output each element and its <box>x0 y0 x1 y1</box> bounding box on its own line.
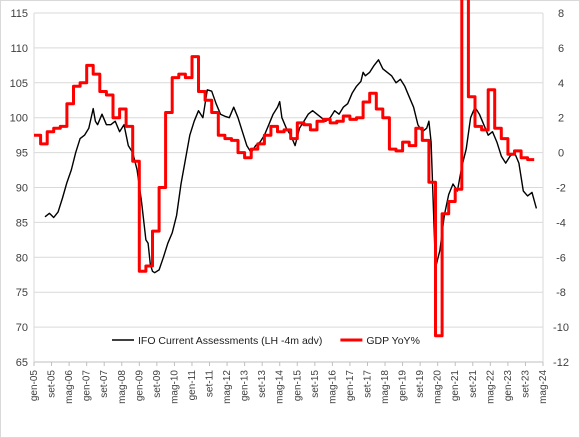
left-axis-tick-label: 85 <box>16 217 28 229</box>
left-axis-tick-label: 105 <box>10 78 28 90</box>
x-axis-tick-label: mag-22 <box>485 370 496 404</box>
gridlines <box>34 12 543 328</box>
right-axis-tick-label: -10 <box>553 322 569 334</box>
left-axis-tick-label: 95 <box>16 148 28 160</box>
legend: IFO Current Assessments (LH -4m adv) GDP … <box>112 335 420 347</box>
left-axis-tick-label: 100 <box>10 113 28 125</box>
x-axis-tick-label: set-05 <box>47 370 58 398</box>
x-axis-tick-label: gen-07 <box>82 370 93 402</box>
x-axis-tick-label: mag-14 <box>275 370 286 404</box>
axes <box>33 13 544 363</box>
x-axis-tick-label: set-21 <box>468 370 479 398</box>
x-axis-tick-label: gen-11 <box>187 370 198 401</box>
legend-label-ifo: IFO Current Assessments (LH -4m adv) <box>138 335 322 347</box>
x-axis-tick-label: set-13 <box>257 370 268 398</box>
right-axis-tick-label: 6 <box>558 43 564 55</box>
x-axis-tick-label: gen-21 <box>450 370 461 402</box>
x-axis-tick-label: set-09 <box>152 370 163 398</box>
x-axis-tick-label: set-17 <box>362 370 373 398</box>
x-axis-tick-label: gen-05 <box>29 370 40 402</box>
right-axis-tick-label: -8 <box>556 287 566 299</box>
right-axis-tick-label: 4 <box>558 78 564 90</box>
right-axis-tick-label: 8 <box>558 8 564 20</box>
left-axis-tick-label: 110 <box>10 43 28 55</box>
x-axis-tick-label: mag-06 <box>64 370 75 404</box>
ifo-current-line <box>44 59 538 274</box>
x-axis-tick-label: gen-13 <box>240 370 251 402</box>
left-axis-tick-label: 80 <box>16 252 28 264</box>
left-axis-tick-label: 75 <box>16 287 28 299</box>
x-axis-tick-label: mag-16 <box>327 370 338 404</box>
x-axis-tick-label: gen-23 <box>503 370 514 402</box>
legend-label-gdp: GDP YoY% <box>366 335 420 347</box>
x-axis-tick-label: mag-18 <box>380 370 391 404</box>
series-lines <box>34 0 538 338</box>
right-axis-ticks: -12 -10 -8 -6 -4 -2 0 2 4 6 8 <box>553 8 569 369</box>
x-axis-tick-label: mag-24 <box>538 370 549 404</box>
x-axis-tick-label: set-11 <box>205 370 216 397</box>
right-axis-tick-label: -6 <box>556 252 566 264</box>
x-axis-tick-label: gen-17 <box>345 370 356 402</box>
x-axis-tick-label: set-23 <box>520 370 531 398</box>
right-axis-tick-label: -2 <box>556 183 566 195</box>
right-axis-tick-label: -12 <box>553 357 569 369</box>
x-axis-tick-label: mag-10 <box>169 370 180 404</box>
x-axis-tick-label: gen-15 <box>292 370 303 402</box>
x-axis-tick-label: set-07 <box>99 370 110 398</box>
right-axis-tick-label: -4 <box>556 217 566 229</box>
x-axis-tick-label: set-15 <box>310 370 321 398</box>
x-axis-tick-label: mag-20 <box>433 370 444 404</box>
left-axis-tick-label: 115 <box>10 8 28 20</box>
x-axis-tick-label: mag-12 <box>222 370 233 404</box>
left-axis-tick-label: 70 <box>16 322 28 334</box>
right-axis-tick-label: 2 <box>558 113 564 125</box>
x-axis-ticks: gen-05 set-05 mag-06 gen-07 set-07 mag-08 gen-… <box>29 362 549 404</box>
x-axis-tick-label: mag-08 <box>117 370 128 404</box>
x-axis-tick-label: gen-19 <box>398 370 409 402</box>
left-axis-tick-label: 90 <box>16 183 28 195</box>
left-axis-tick-label: 65 <box>16 357 28 369</box>
x-axis-tick-label: set-19 <box>415 370 426 398</box>
right-axis-tick-label: 0 <box>558 148 564 160</box>
left-axis-ticks: 65 70 75 80 85 90 95 100 105 110 115 <box>10 8 28 369</box>
gdp-yoy-line <box>34 0 535 338</box>
x-axis-tick-label: gen-09 <box>134 370 145 402</box>
